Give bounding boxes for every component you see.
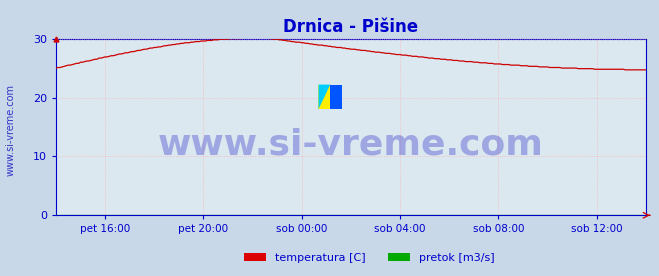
Bar bbox=[330, 84, 342, 109]
Text: www.si-vreme.com: www.si-vreme.com bbox=[5, 84, 15, 176]
Bar bbox=[318, 84, 330, 109]
Polygon shape bbox=[318, 84, 330, 109]
Legend: temperatura [C], pretok [m3/s]: temperatura [C], pretok [m3/s] bbox=[239, 249, 499, 268]
Text: www.si-vreme.com: www.si-vreme.com bbox=[158, 128, 544, 162]
Title: Drnica - Pišine: Drnica - Pišine bbox=[283, 18, 418, 36]
